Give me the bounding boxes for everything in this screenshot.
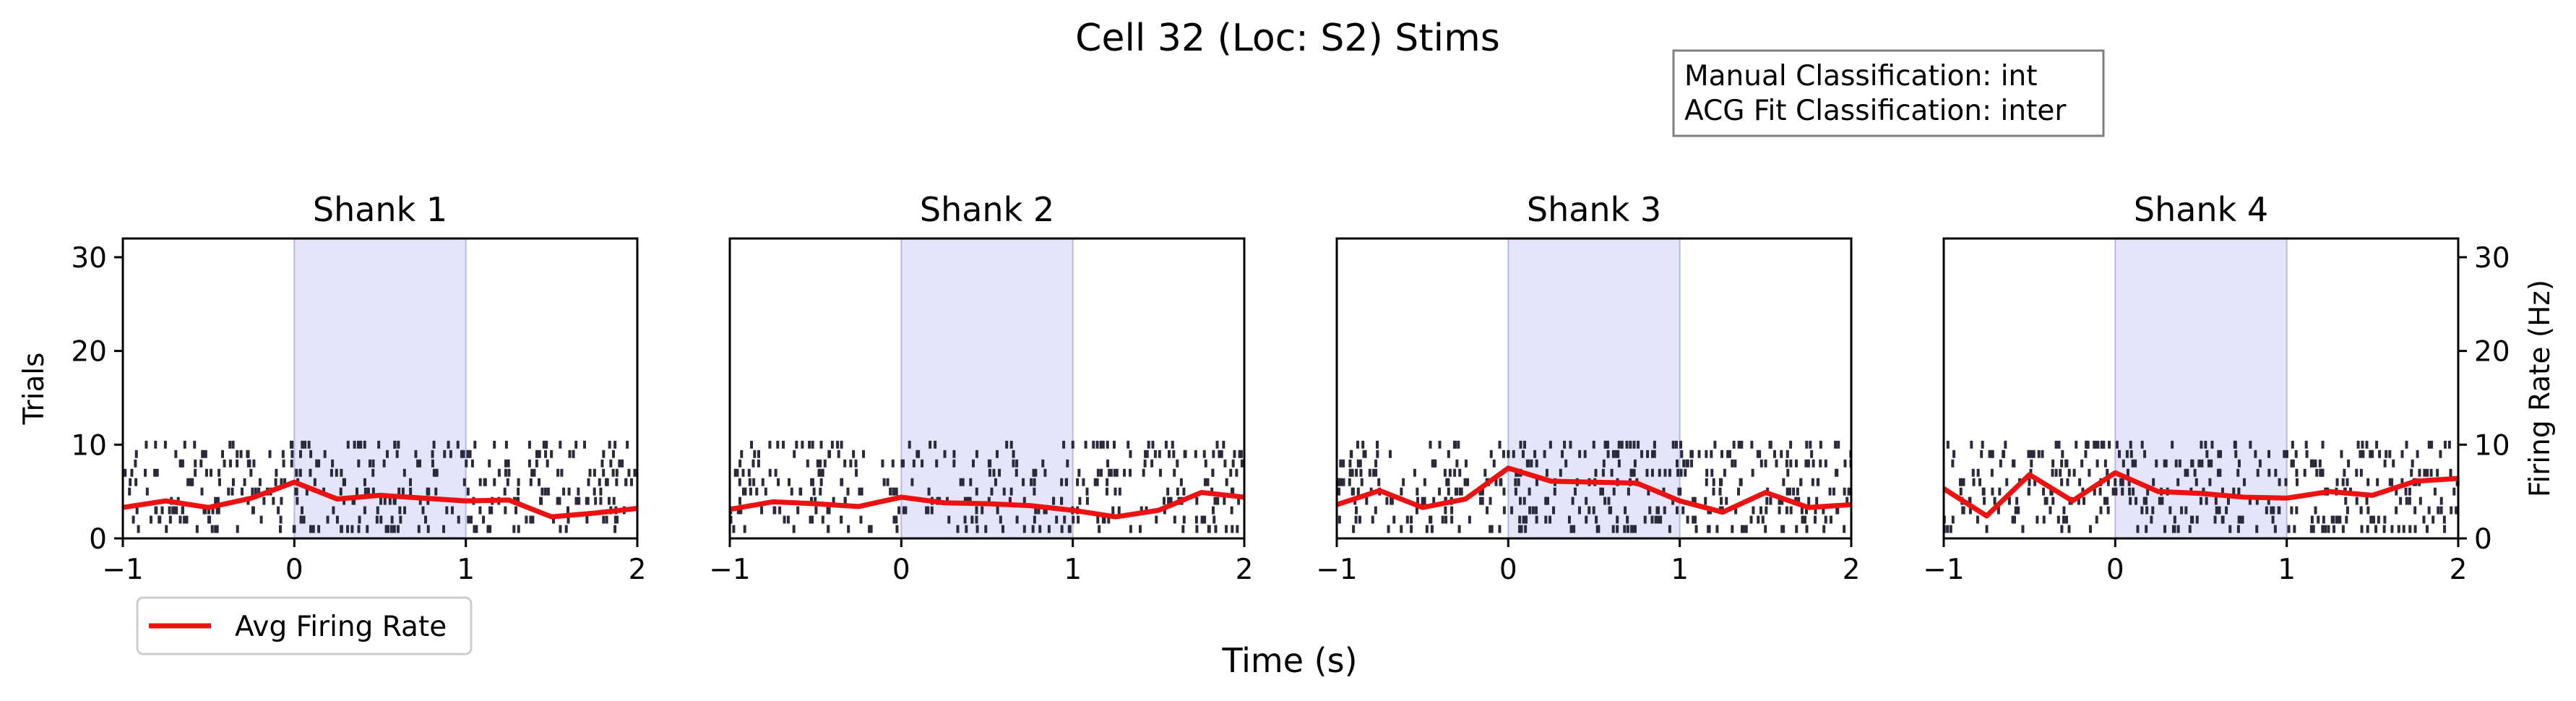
panel-shank-2: −1 0 1 2 Shank 2 xyxy=(709,190,1253,586)
x-tick-label: 2 xyxy=(1843,554,1861,586)
spike-raster xyxy=(1336,440,1853,533)
axes-frame xyxy=(728,237,1246,540)
y-axis-label-firing-rate: Firing Rate (Hz) xyxy=(2524,280,2556,497)
x-tick-label: 0 xyxy=(2106,554,2124,586)
x-tick-label: 0 xyxy=(892,554,910,586)
x-tick-label: 1 xyxy=(1064,554,1082,586)
x-tick-label: 2 xyxy=(2450,554,2468,586)
spike-raster xyxy=(729,440,1244,533)
x-tick-label: −1 xyxy=(1923,554,1965,586)
panel-title: Shank 1 xyxy=(313,190,447,229)
x-axis-label: Time (s) xyxy=(1221,641,1357,680)
y-axis-label-trials: Trials xyxy=(18,352,51,425)
y-tick-label: 30 xyxy=(2474,242,2510,275)
y-tick-label: 0 xyxy=(89,523,107,556)
y-tick-label: 10 xyxy=(2474,429,2510,462)
legend-label: Avg Firing Rate xyxy=(235,611,447,643)
axes-frame xyxy=(1942,237,2460,540)
avg-firing-rate-line xyxy=(122,479,638,520)
x-tick-label: −1 xyxy=(1316,554,1358,586)
panel-shank-3: −1 0 1 2 Shank 3 xyxy=(1316,190,1860,586)
classification-box: Manual Classification: int ACG Fit Class… xyxy=(1672,49,2105,137)
axes-frame xyxy=(1335,237,1853,540)
classification-box-frame xyxy=(1672,49,2105,137)
x-tick-label: −1 xyxy=(102,554,144,586)
avg-firing-rate-line xyxy=(1335,465,1852,515)
figure-title: Cell 32 (Loc: S2) Stims xyxy=(1075,17,1500,60)
x-tick-label: 1 xyxy=(2278,554,2296,586)
panel-title: Shank 2 xyxy=(920,190,1054,229)
y-tick-label: 20 xyxy=(2474,336,2510,369)
legend: Avg Firing Rate xyxy=(136,596,473,655)
x-tick-label: 0 xyxy=(285,554,303,586)
x-tick-label: 2 xyxy=(1236,554,1254,586)
y-tick-label: 20 xyxy=(71,336,107,369)
x-tick-label: −1 xyxy=(709,554,751,586)
stimulus-window xyxy=(1507,238,1681,539)
x-tick-label: 0 xyxy=(1499,554,1517,586)
panel-title: Shank 4 xyxy=(2134,190,2268,229)
y-tick-label: 10 xyxy=(71,429,107,462)
stimulus-window xyxy=(900,238,1074,539)
x-tick-label: 1 xyxy=(1671,554,1689,586)
stimulus-window xyxy=(2114,238,2288,539)
y-tick-label: 0 xyxy=(2474,523,2492,556)
axes-frame xyxy=(121,237,639,540)
x-tick-label: 2 xyxy=(629,554,647,586)
y-tick-label: 30 xyxy=(71,242,107,275)
manual-classification-text: Manual Classification: int xyxy=(1684,60,2038,93)
avg-firing-rate-line xyxy=(1942,470,2459,519)
avg-firing-rate-line xyxy=(729,489,1245,520)
acg-classification-text: ACG Fit Classification: inter xyxy=(1684,95,2067,127)
panel-title: Shank 3 xyxy=(1527,190,1661,229)
legend-frame xyxy=(136,596,473,655)
x-tick-label: 1 xyxy=(457,554,475,586)
